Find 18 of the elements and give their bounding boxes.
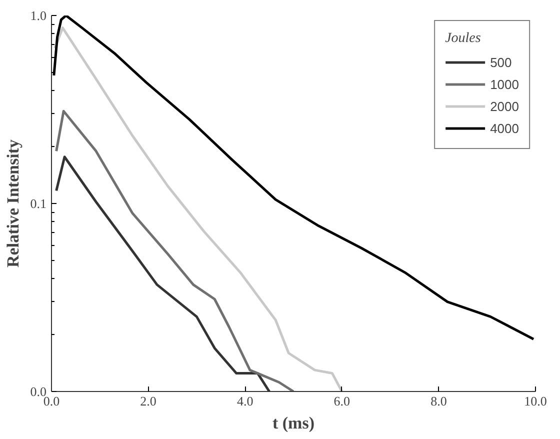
- y-tick-label: 1.0: [30, 8, 46, 23]
- x-tick-label: 2.0: [140, 394, 156, 408]
- line-series: [54, 26, 344, 392]
- x-axis-title: t (ms): [272, 414, 315, 432]
- x-tick-label: 10.0: [524, 394, 547, 408]
- line-series: [55, 110, 295, 392]
- legend-title: Joules: [445, 31, 482, 47]
- y-axis-title: Relative Intensity: [3, 139, 22, 268]
- x-tick-label: 4.0: [236, 394, 254, 408]
- legend-label: 500: [490, 54, 512, 70]
- x-tick-label: 6.0: [334, 394, 350, 408]
- legend-label: 4000: [490, 120, 519, 136]
- legend-label: 1000: [490, 76, 519, 92]
- line-series: [52, 16, 535, 340]
- legend-label: 2000: [490, 98, 519, 114]
- x-tick-label: 8.0: [430, 394, 447, 408]
- y-tick-label: 0.1: [30, 196, 46, 211]
- y-tick-label: 0.0: [30, 384, 46, 399]
